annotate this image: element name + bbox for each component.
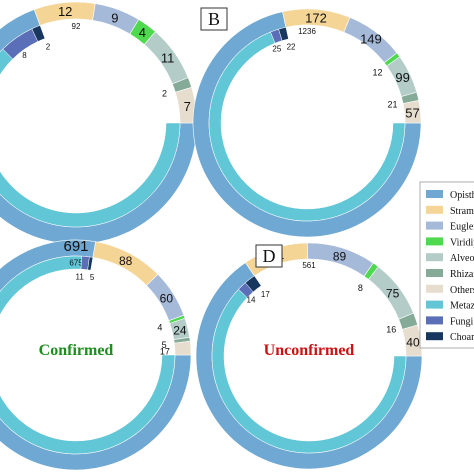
outer-value-label: 5 — [162, 340, 167, 350]
inner-value-label: 8 — [22, 51, 27, 60]
outer-value-label: 17 — [160, 347, 170, 357]
legend-label: Fungi — [450, 316, 474, 327]
outer-value-label: 8 — [358, 283, 363, 293]
outer-value-label: 2 — [162, 88, 167, 98]
legend-swatch — [426, 190, 443, 198]
outer-value-label: 99 — [395, 70, 409, 85]
outer-value-label: 16 — [386, 325, 396, 335]
inner-value-label: 17 — [261, 290, 270, 299]
legend: Opisth Stramo Euglen Viridip Alveol Rhizar Oth… — [419, 181, 474, 349]
donut-panel-4: 592848987516405611417Unconfirmed — [195, 241, 423, 470]
legend-label: Alveol — [450, 253, 474, 264]
outer-value-label: 88 — [119, 254, 133, 268]
outer-value-label: 149 — [360, 31, 382, 46]
inner-value-label: 14 — [247, 296, 256, 305]
legend-swatch — [426, 284, 443, 293]
outer-value-label: 12 — [373, 67, 383, 77]
outer-value-label: 172 — [305, 10, 327, 25]
outer-value-label: 12 — [58, 4, 72, 19]
outer-value-label: 9 — [111, 10, 118, 25]
legend-swatch — [426, 269, 443, 277]
center-label: Confirmed — [39, 342, 114, 359]
outer-value-label: 21 — [388, 99, 398, 109]
center-label: Unconfirmed — [264, 342, 355, 359]
inner-value-label: 25 — [272, 44, 281, 53]
inner-segment-choanoflagellata — [87, 256, 94, 271]
legend-label: Others — [450, 285, 474, 296]
outer-value-label: 11 — [161, 51, 175, 66]
legend-swatch — [426, 332, 443, 341]
panel-letter: D — [263, 246, 276, 266]
donut-panel-1: 102129411279282 — [0, 1, 198, 245]
legend-swatch — [426, 221, 443, 230]
panel-letter-box — [255, 244, 283, 268]
legend-label: Opisth — [450, 190, 474, 201]
outer-segment-others — [173, 340, 192, 356]
inner-value-label: 675 — [69, 259, 83, 268]
outer-value-label: 4 — [157, 322, 162, 332]
panel-letter-box — [200, 7, 228, 31]
inner-segment-choanoflagellata — [278, 26, 289, 41]
legend-label: Choan — [450, 332, 474, 343]
legend-label: Rhizar — [450, 269, 474, 280]
inner-value-label: 2 — [46, 42, 51, 51]
inner-value-label: 561 — [302, 261, 316, 270]
inner-value-label: 1236 — [298, 27, 316, 36]
legend-label: Viridip — [450, 237, 474, 248]
legend-swatch — [426, 205, 443, 214]
legend-swatch — [426, 237, 443, 246]
outer-value-label: 4 — [139, 25, 146, 40]
outer-value-label: 75 — [386, 286, 400, 300]
legend-swatch — [426, 316, 443, 325]
inner-value-label: 22 — [287, 43, 296, 52]
legend-label: Stramo — [450, 206, 474, 217]
inner-segment-metazoa — [0, 48, 181, 228]
inner-segment-choanoflagellata — [244, 275, 262, 293]
outer-value-label: 60 — [160, 292, 174, 306]
legend-swatch — [426, 300, 443, 309]
outer-value-label: 7 — [184, 99, 191, 114]
legend-label: Metaz — [450, 301, 474, 312]
legend-label: Euglen — [450, 222, 474, 233]
donut-panel-2: 12831721491299215712362522 — [192, 7, 422, 238]
inner-value-label: 5 — [90, 273, 95, 282]
outer-value-label: 57 — [405, 105, 419, 120]
inner-value-label: 92 — [72, 22, 81, 31]
panel-letter: B — [208, 9, 220, 29]
outer-value-label: 40 — [406, 335, 420, 349]
outer-value-label: 691 — [63, 238, 88, 255]
inner-value-label: 11 — [76, 272, 85, 281]
legend-swatch — [426, 253, 443, 262]
inner-segment-metazoa — [208, 31, 406, 222]
outer-value-label: 89 — [333, 250, 347, 264]
inner-segment-choanoflagellata — [31, 25, 46, 42]
outer-value-label: 24 — [173, 324, 187, 338]
